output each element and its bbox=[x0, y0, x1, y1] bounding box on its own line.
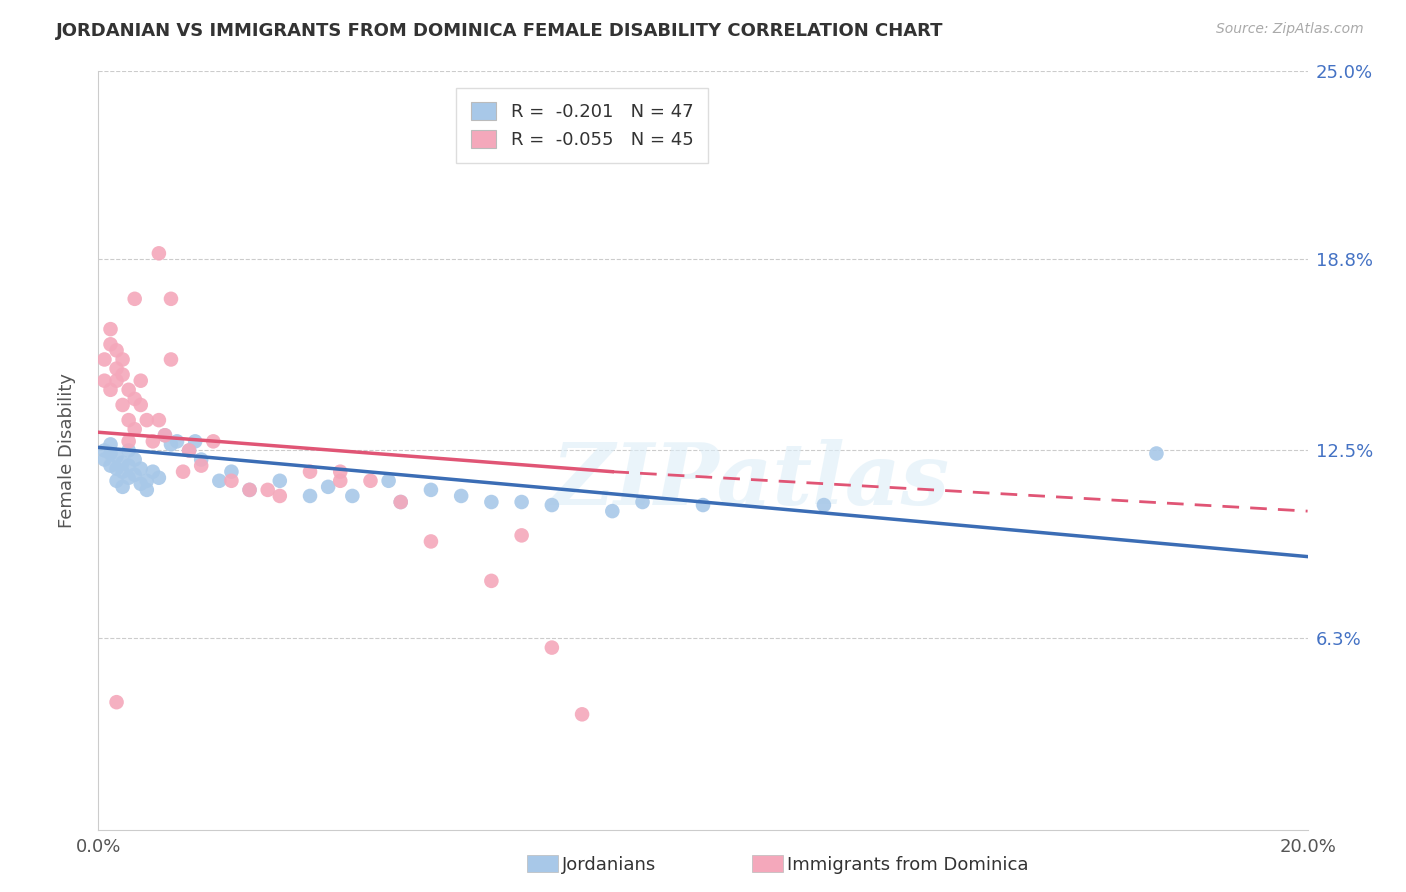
Point bbox=[510, 528, 533, 542]
Y-axis label: Female Disability: Female Disability bbox=[58, 373, 76, 528]
Text: Jordanians: Jordanians bbox=[562, 856, 657, 874]
Point bbox=[111, 398, 134, 412]
Point bbox=[142, 465, 165, 479]
Point bbox=[299, 489, 322, 503]
Point bbox=[208, 474, 231, 488]
Point bbox=[100, 458, 122, 473]
Point bbox=[221, 465, 243, 479]
Point bbox=[148, 471, 170, 485]
Point bbox=[100, 383, 122, 397]
Text: Immigrants from Dominica: Immigrants from Dominica bbox=[787, 856, 1029, 874]
Point bbox=[148, 413, 170, 427]
Point bbox=[124, 452, 146, 467]
Point bbox=[105, 361, 128, 376]
Point bbox=[93, 452, 115, 467]
Point bbox=[389, 495, 412, 509]
Point bbox=[135, 483, 157, 497]
Point bbox=[105, 461, 128, 475]
Point bbox=[166, 434, 188, 449]
Point bbox=[481, 574, 503, 588]
Point bbox=[239, 483, 262, 497]
Point bbox=[631, 495, 654, 509]
Point bbox=[221, 474, 243, 488]
Point bbox=[179, 443, 201, 458]
Point bbox=[269, 474, 291, 488]
Point bbox=[124, 392, 146, 406]
Point bbox=[299, 465, 322, 479]
Point bbox=[316, 480, 339, 494]
Point bbox=[111, 456, 134, 470]
Point bbox=[481, 495, 503, 509]
Point bbox=[111, 368, 134, 382]
Point bbox=[124, 292, 146, 306]
Point bbox=[184, 434, 207, 449]
Point bbox=[377, 474, 399, 488]
Point bbox=[190, 458, 212, 473]
Point bbox=[135, 474, 157, 488]
Point bbox=[100, 437, 122, 451]
Point bbox=[118, 434, 141, 449]
Point bbox=[172, 465, 194, 479]
Point bbox=[118, 458, 141, 473]
Point bbox=[105, 450, 128, 464]
Point bbox=[118, 383, 141, 397]
Point bbox=[329, 474, 352, 488]
Point bbox=[100, 446, 122, 460]
Point bbox=[105, 474, 128, 488]
Point bbox=[160, 352, 183, 367]
Point bbox=[105, 695, 128, 709]
Point bbox=[269, 489, 291, 503]
Text: JORDANIAN VS IMMIGRANTS FROM DOMINICA FEMALE DISABILITY CORRELATION CHART: JORDANIAN VS IMMIGRANTS FROM DOMINICA FE… bbox=[56, 22, 943, 40]
Point bbox=[160, 292, 183, 306]
Point bbox=[692, 498, 714, 512]
Point bbox=[135, 413, 157, 427]
Point bbox=[118, 413, 141, 427]
Point bbox=[105, 343, 128, 358]
Point bbox=[160, 437, 183, 451]
Point bbox=[111, 465, 134, 479]
Text: ZIPatlas: ZIPatlas bbox=[553, 439, 950, 523]
Point bbox=[329, 465, 352, 479]
Point bbox=[571, 707, 593, 722]
Point bbox=[111, 480, 134, 494]
Point bbox=[190, 452, 212, 467]
Point bbox=[129, 374, 152, 388]
Point bbox=[813, 498, 835, 512]
Point bbox=[93, 352, 115, 367]
Point bbox=[450, 489, 472, 503]
Point bbox=[118, 443, 141, 458]
Point bbox=[602, 504, 624, 518]
Point bbox=[111, 352, 134, 367]
Point bbox=[540, 640, 562, 655]
Point bbox=[360, 474, 382, 488]
Point bbox=[420, 483, 443, 497]
Point bbox=[129, 398, 152, 412]
Point bbox=[148, 246, 170, 260]
Point bbox=[239, 483, 262, 497]
Point bbox=[93, 374, 115, 388]
Point bbox=[202, 434, 225, 449]
Point bbox=[129, 476, 152, 491]
Point bbox=[105, 374, 128, 388]
Point bbox=[389, 495, 412, 509]
Point bbox=[540, 498, 562, 512]
Legend: R =  -0.201   N = 47, R =  -0.055   N = 45: R = -0.201 N = 47, R = -0.055 N = 45 bbox=[457, 88, 707, 163]
Point bbox=[118, 471, 141, 485]
Point bbox=[142, 434, 165, 449]
Point bbox=[124, 467, 146, 482]
Point bbox=[93, 443, 115, 458]
Point bbox=[179, 443, 201, 458]
Point bbox=[256, 483, 278, 497]
Point bbox=[510, 495, 533, 509]
Point bbox=[342, 489, 364, 503]
Point bbox=[129, 461, 152, 475]
Text: Source: ZipAtlas.com: Source: ZipAtlas.com bbox=[1216, 22, 1364, 37]
Point bbox=[153, 428, 176, 442]
Point bbox=[100, 322, 122, 336]
Point bbox=[1144, 446, 1167, 460]
Point bbox=[420, 534, 443, 549]
Point bbox=[124, 422, 146, 436]
Point bbox=[153, 428, 176, 442]
Point bbox=[100, 337, 122, 351]
